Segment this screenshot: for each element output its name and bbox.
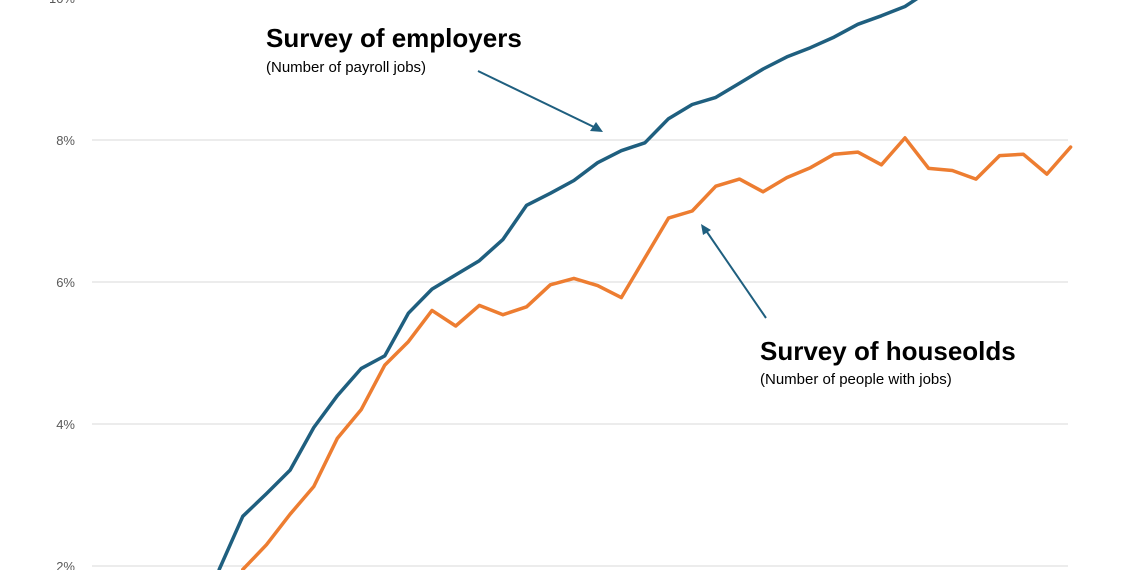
annotation-households-title: Survey of houseolds [760, 336, 1016, 366]
y-tick-label: 2% [56, 559, 75, 570]
series-lines [217, 0, 1073, 570]
gridlines [92, 139, 1068, 567]
annotation-households-subtitle: (Number of people with jobs) [760, 371, 952, 388]
annotation-employers-subtitle: (Number of payroll jobs) [266, 59, 426, 76]
y-tick-label: 6% [56, 275, 75, 290]
y-axis-ticks: 2% 4% 6% 8% 10% [49, 0, 75, 570]
series-line-employers [217, 0, 919, 570]
annotation-households-arrow [701, 224, 767, 319]
annotation-employers-arrow [477, 70, 603, 132]
series-line-households [241, 136, 1073, 570]
y-tick-label: 8% [56, 133, 75, 148]
y-tick-label: 4% [56, 417, 75, 432]
y-tick-label: 10% [49, 0, 75, 6]
annotation-employers-title: Survey of employers [266, 23, 522, 53]
